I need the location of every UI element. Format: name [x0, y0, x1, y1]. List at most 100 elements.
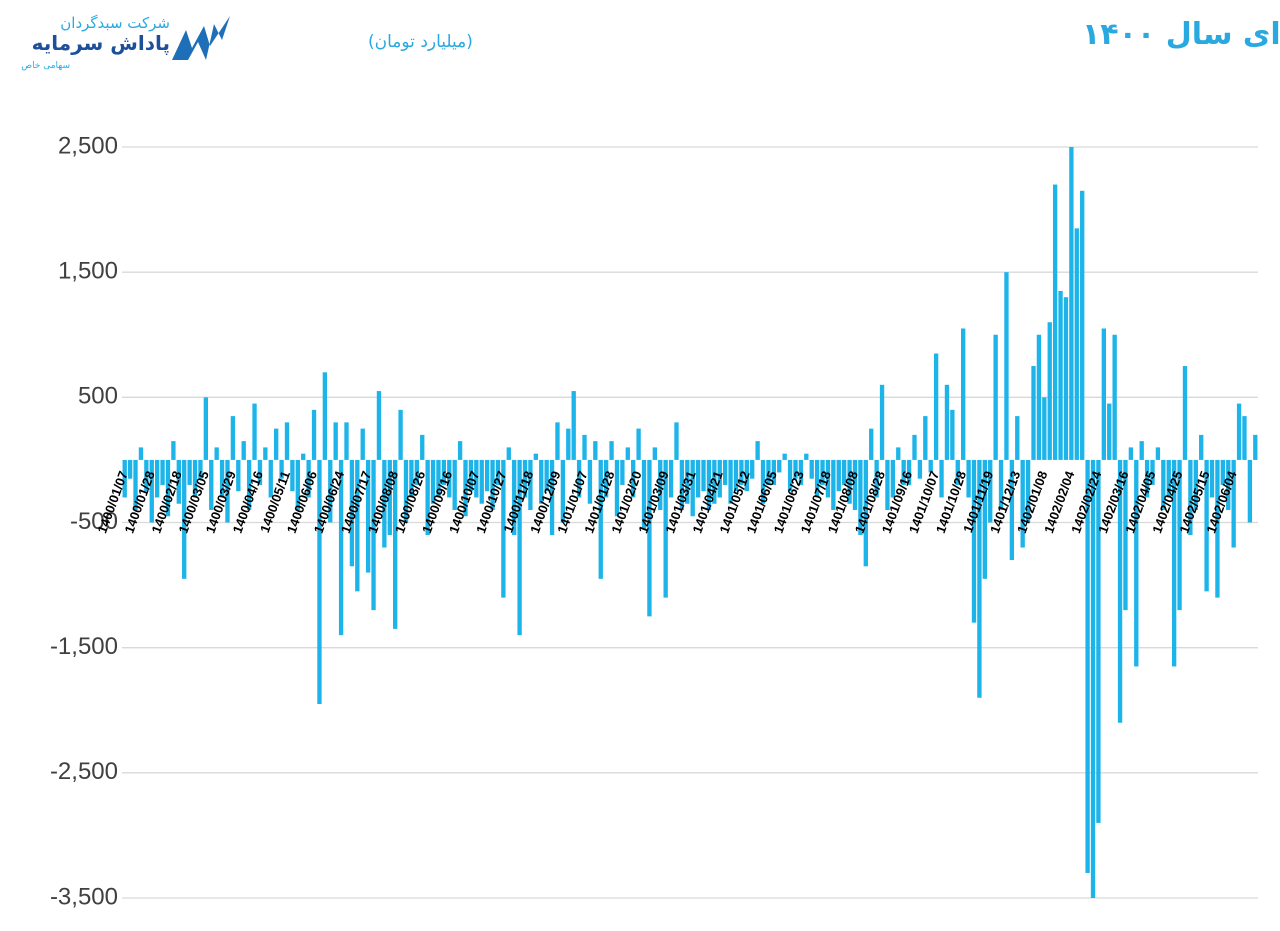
- bar: [971, 459, 977, 623]
- bar: [225, 459, 230, 523]
- bar: [847, 459, 852, 504]
- bar: [344, 422, 349, 460]
- bar: [566, 428, 571, 460]
- bar: [814, 459, 820, 498]
- bar: [517, 459, 522, 636]
- bar: [1150, 459, 1155, 485]
- bar: [490, 459, 495, 510]
- bar: [1117, 459, 1123, 723]
- bar: [387, 459, 392, 536]
- bar: [544, 459, 549, 492]
- bar: [1155, 447, 1161, 460]
- bar: [192, 459, 198, 498]
- bar: [647, 459, 652, 617]
- bar: [750, 459, 755, 479]
- y-tick-label: -3,500: [50, 883, 118, 910]
- bar: [1199, 434, 1204, 460]
- bar: [1069, 147, 1074, 460]
- bar: [1193, 459, 1198, 510]
- bar: [1128, 447, 1134, 460]
- bar: [198, 459, 203, 479]
- bar: [127, 459, 133, 479]
- bar: [414, 459, 419, 485]
- bar: [528, 459, 533, 510]
- bar: [1047, 322, 1052, 460]
- bar: [809, 459, 814, 479]
- bar: [955, 459, 960, 485]
- bar: [1171, 459, 1177, 667]
- bar: [993, 334, 998, 460]
- bar: [1042, 397, 1047, 460]
- bar: [441, 459, 447, 485]
- bar: [1058, 290, 1063, 460]
- bar: [236, 459, 241, 492]
- chart-subtitle: (میلیارد تومان): [368, 32, 473, 52]
- bar: [706, 459, 712, 510]
- bar: [636, 428, 641, 460]
- bar: [1182, 366, 1188, 460]
- bar: [641, 459, 647, 529]
- bar: [885, 459, 890, 510]
- bar: [436, 459, 441, 498]
- bar: [241, 441, 246, 460]
- bar: [420, 434, 425, 460]
- bar: [917, 459, 923, 479]
- y-tick-label: 500: [78, 383, 118, 410]
- bar: [620, 459, 625, 485]
- bar: [1188, 459, 1193, 536]
- bar: [658, 459, 663, 510]
- y-tick-label: 1,500: [58, 258, 118, 285]
- bar: [998, 459, 1004, 510]
- bar: [663, 459, 668, 598]
- bar: [874, 459, 879, 498]
- bar: [928, 459, 933, 473]
- bar: [603, 459, 609, 498]
- bar: [468, 459, 474, 492]
- bar: [425, 459, 430, 536]
- bar: [1144, 459, 1150, 498]
- bar: [219, 459, 225, 498]
- bar: [1090, 459, 1096, 898]
- bar: [1226, 459, 1231, 510]
- bar: [587, 459, 593, 504]
- bar: [452, 459, 457, 510]
- bar: [869, 428, 874, 460]
- bar: [365, 459, 371, 573]
- bar: [176, 459, 181, 504]
- logo-company: شرکت سبدگردان: [60, 14, 170, 32]
- bar: [1031, 366, 1036, 460]
- bar: [690, 459, 695, 517]
- bar: [403, 459, 409, 523]
- bar: [685, 459, 690, 504]
- bar: [701, 459, 706, 492]
- bar: [836, 459, 841, 492]
- bar: [679, 459, 685, 510]
- bar: [506, 447, 511, 460]
- bar: [771, 459, 777, 485]
- bar: [484, 459, 490, 492]
- bar: [263, 447, 268, 460]
- bar: [858, 459, 863, 536]
- bar: [376, 391, 382, 460]
- bar: [338, 459, 344, 636]
- bar: [1096, 459, 1101, 823]
- bar: [933, 353, 939, 460]
- bar: [988, 459, 993, 523]
- bar: [1020, 459, 1025, 548]
- bar: [301, 453, 306, 460]
- bar: [1123, 459, 1128, 611]
- bar: [393, 459, 398, 629]
- bar: [1004, 272, 1009, 460]
- bar: [879, 384, 885, 460]
- bar: [1204, 459, 1209, 592]
- bar: [939, 459, 944, 498]
- bar: [668, 459, 674, 498]
- bar: [360, 428, 365, 460]
- bar: [555, 422, 560, 460]
- bar: [290, 459, 295, 492]
- bar: [122, 459, 127, 498]
- bar: [1074, 228, 1079, 460]
- bar: [1134, 459, 1139, 667]
- bar: [614, 459, 620, 517]
- bar: [187, 459, 192, 485]
